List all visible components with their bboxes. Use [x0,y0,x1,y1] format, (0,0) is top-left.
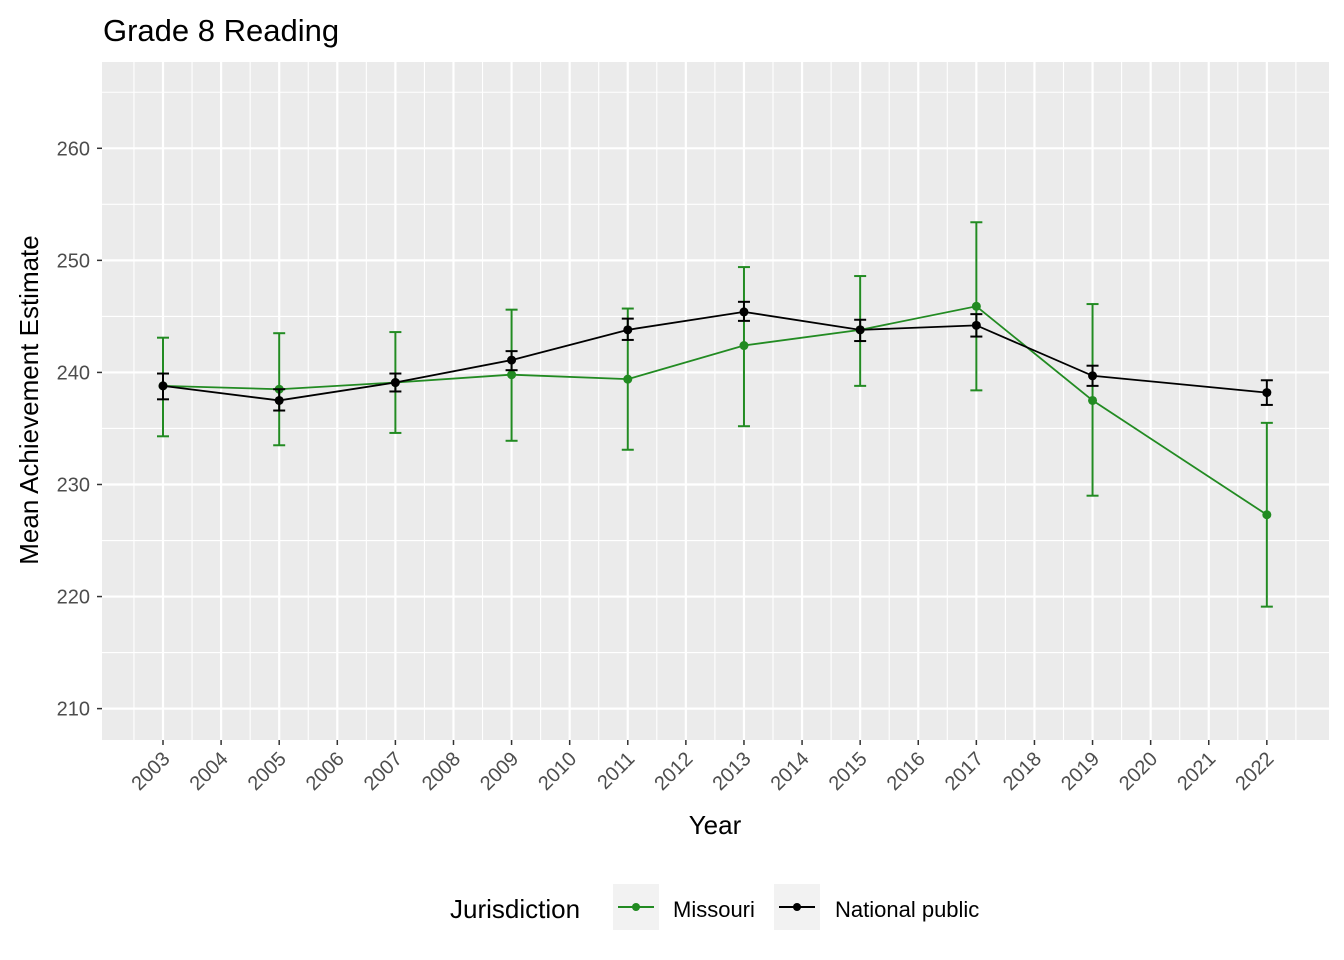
legend-title: Jurisdiction [450,894,580,924]
y-tick-label: 240 [57,362,90,384]
data-point [739,341,749,351]
x-tick-label: 2013 [708,748,755,795]
x-tick-label: 2019 [1057,748,1104,795]
x-tick-label: 2015 [825,748,872,795]
y-axis: 210 220 230 240 250 260 [57,138,102,721]
data-point [507,370,517,380]
y-tick-label: 260 [57,138,90,160]
x-tick-label: 2022 [1231,748,1278,795]
x-tick-label: 2003 [128,748,175,795]
data-point [971,301,981,311]
series-layer [157,221,1273,608]
series-national [157,300,1273,412]
chart-title: Grade 8 Reading [103,13,339,48]
data-point [1262,388,1272,398]
legend-point-missouri [632,903,640,911]
data-point [623,325,633,335]
x-tick-label: 2011 [593,748,639,794]
y-tick-label: 250 [57,250,90,272]
x-tick-label: 2020 [1115,748,1162,795]
x-tick-label: 2007 [360,748,407,795]
data-point [855,325,865,335]
x-tick-label: 2010 [534,748,581,795]
x-tick-label: 2012 [650,748,697,795]
x-tick-label: 2008 [418,748,465,795]
y-tick-label: 210 [57,699,90,721]
grid [102,62,1329,740]
x-tick-label: 2004 [186,748,233,795]
data-point [274,395,284,405]
data-point [739,307,749,317]
series-line [162,305,1268,516]
series-line [162,310,1267,402]
x-tick-label: 2006 [302,748,349,795]
data-point [623,374,633,384]
data-point [390,378,400,388]
plot-panel [102,62,1329,740]
data-point [1088,371,1098,381]
x-tick-label: 2005 [244,748,291,795]
legend-label-national: National public [835,897,979,922]
legend: Jurisdiction Missouri National public [450,884,979,930]
legend-point-national [793,903,801,911]
y-axis-label: Mean Achievement Estimate [14,235,44,565]
x-tick-label: 2016 [883,748,930,795]
data-point [158,381,168,391]
x-tick-label: 2009 [476,748,523,795]
data-point [1088,395,1098,405]
x-axis-label: Year [689,810,742,840]
legend-label-missouri: Missouri [673,897,755,922]
x-tick-label: 2017 [941,748,988,795]
data-point [1262,510,1272,520]
x-tick-label: 2014 [767,748,814,795]
x-tick-label: 2021 [1173,748,1220,795]
x-axis: 2003 2004 2005 2006 2007 2008 2009 2010 2011 2012… [128,740,1278,795]
y-tick-label: 230 [57,474,90,496]
data-point [971,320,981,330]
x-tick-label: 2018 [999,748,1046,795]
data-point [507,355,517,365]
y-tick-label: 220 [57,587,90,609]
